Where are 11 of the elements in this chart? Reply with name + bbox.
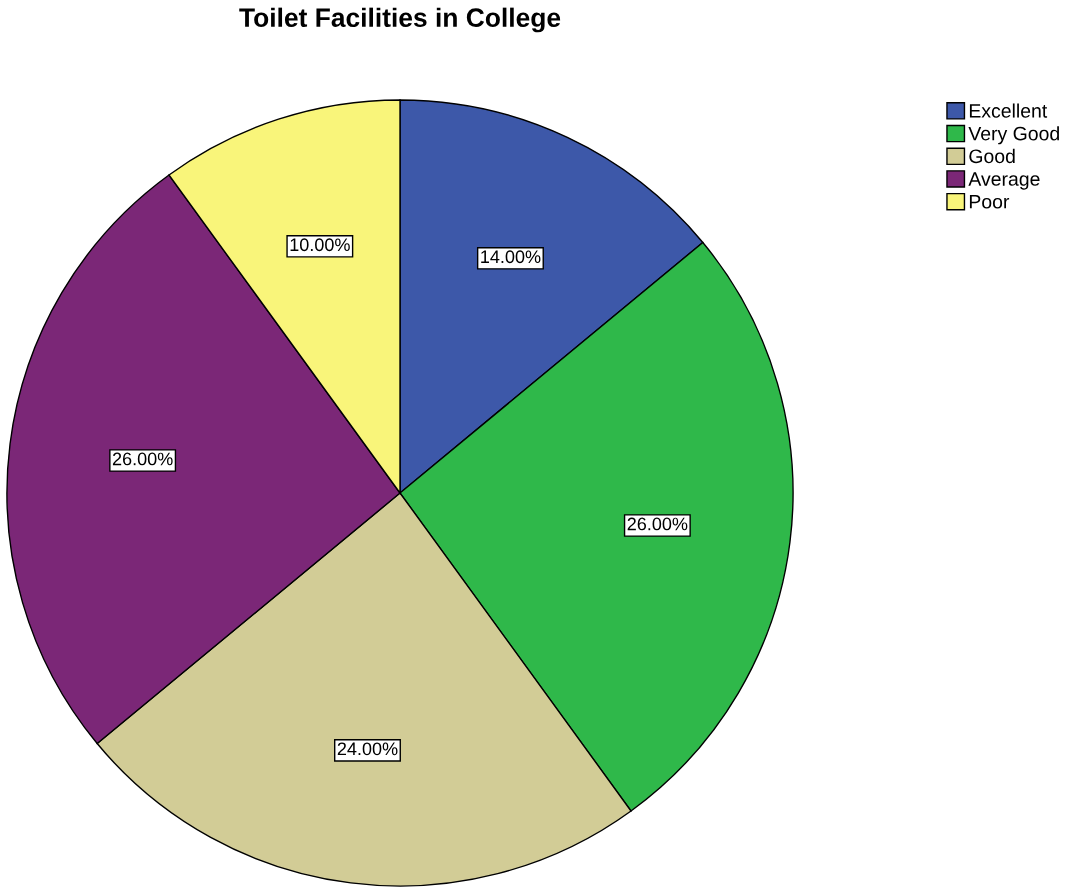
data-label: 24.00% — [337, 742, 398, 756]
legend-label: Poor — [969, 194, 1010, 209]
legend-label: Good — [969, 148, 1015, 164]
data-label: 14.00% — [481, 250, 541, 264]
data-label: 10.00% — [290, 238, 350, 252]
data-label: 26.00% — [112, 452, 173, 466]
chart-title: Toilet Facilities in College — [239, 7, 561, 33]
legend-label: Excellent — [969, 103, 1048, 118]
legend-label: Very Good — [968, 126, 1059, 145]
legend-label: Average — [968, 172, 1040, 190]
data-label: 26.00% — [627, 517, 688, 531]
